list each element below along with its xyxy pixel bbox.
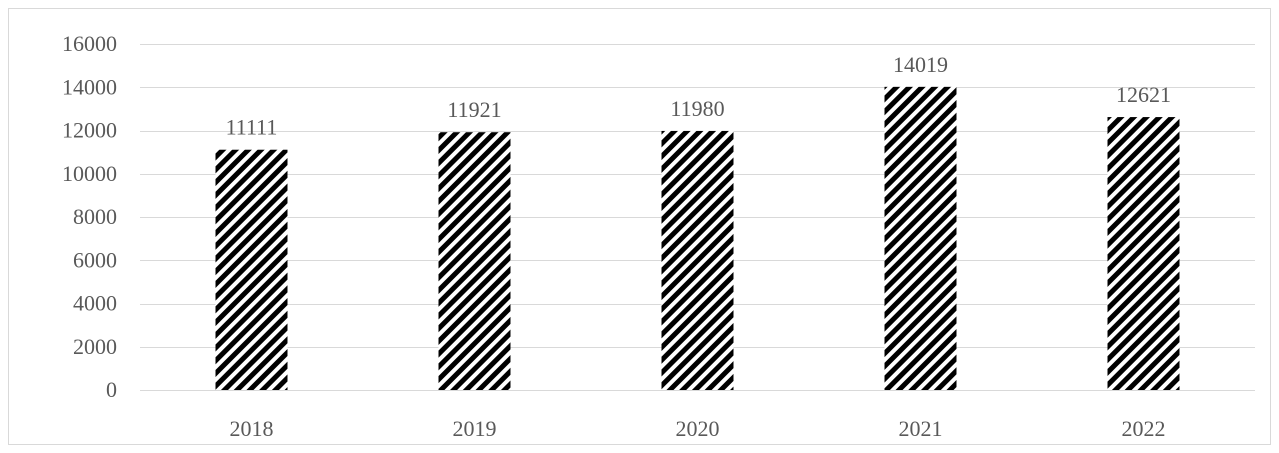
x-axis-tick-labels: 2018 2019 2020 2021 2022 — [230, 416, 1166, 441]
data-label-2019: 11921 — [447, 97, 501, 122]
y-tick-label: 14000 — [62, 74, 117, 99]
x-tick-label-2019: 2019 — [453, 416, 497, 441]
data-label-2018: 11111 — [226, 115, 278, 140]
bars — [215, 86, 1180, 391]
data-label-2020: 11980 — [670, 96, 724, 121]
bar-2021 — [884, 86, 957, 391]
y-tick-label: 10000 — [62, 161, 117, 186]
y-tick-label: 16000 — [62, 31, 117, 56]
bar-2019 — [438, 132, 511, 390]
y-tick-label: 6000 — [73, 247, 117, 272]
bar-2020 — [661, 130, 734, 390]
y-axis-tick-labels: 0 2000 4000 6000 8000 10000 12000 14000 16000 — [62, 31, 117, 402]
bar-2022 — [1107, 117, 1180, 391]
chart-border — [8, 8, 1271, 445]
x-tick-label-2018: 2018 — [230, 416, 274, 441]
x-tick-label-2022: 2022 — [1122, 416, 1166, 441]
y-tick-label: 4000 — [73, 291, 117, 316]
x-tick-label-2021: 2021 — [899, 416, 943, 441]
y-tick-label: 12000 — [62, 118, 117, 143]
bar-2018 — [215, 149, 288, 390]
data-labels: 11111 11921 11980 14019 12621 — [226, 52, 1171, 140]
y-tick-label: 0 — [106, 377, 117, 402]
y-tick-label: 8000 — [73, 204, 117, 229]
data-label-2021: 14019 — [893, 52, 948, 77]
x-tick-label-2020: 2020 — [676, 416, 720, 441]
data-label-2022: 12621 — [1116, 82, 1171, 107]
y-tick-label: 2000 — [73, 334, 117, 359]
